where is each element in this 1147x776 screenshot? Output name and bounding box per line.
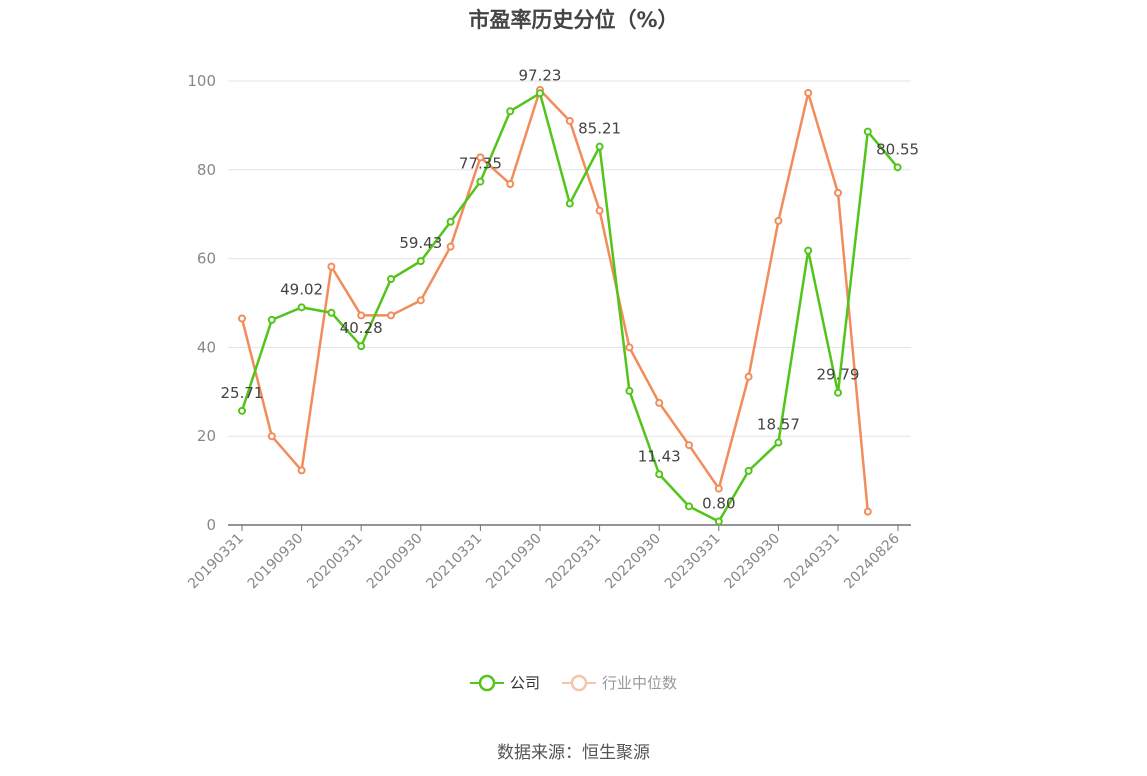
data-label: 0.80 (702, 494, 735, 512)
data-label: 80.55 (876, 140, 919, 158)
data-label: 18.57 (757, 416, 800, 434)
data-point (834, 188, 842, 197)
data-point (536, 89, 544, 98)
data-label: 77.35 (459, 155, 502, 173)
data-point (387, 311, 395, 320)
data-label: 85.21 (578, 120, 621, 138)
grid-lines (228, 80, 911, 437)
data-point (804, 246, 813, 255)
series-line (240, 88, 870, 512)
x-tick-label: 20220331 (543, 531, 605, 593)
data-point (506, 180, 515, 189)
data-label: 25.71 (221, 384, 264, 402)
data-point (446, 217, 455, 226)
x-tick-label: 20220930 (602, 531, 664, 593)
data-point (416, 257, 425, 266)
legend-item-industry[interactable]: 行业中位数 (562, 672, 677, 693)
x-tick-label: 20200930 (364, 531, 426, 593)
y-tick-label: 0 (206, 516, 216, 534)
x-tick-label: 20230930 (722, 531, 784, 593)
data-point (744, 466, 753, 475)
data-point (416, 296, 425, 305)
legend: 公司 行业中位数 (0, 672, 1147, 693)
data-label: 40.28 (340, 319, 383, 337)
series-industry (238, 85, 872, 516)
data-point (565, 116, 574, 125)
data-point (595, 142, 604, 151)
x-tick-label: 20240331 (781, 531, 843, 593)
y-axis-ticks: 0 20 40 60 80 100 (187, 72, 216, 534)
x-axis: 2019033120190930202003312020093020210331… (185, 524, 911, 593)
data-point (685, 502, 693, 511)
legend-line-circle-icon (562, 674, 596, 691)
data-point (863, 507, 872, 516)
data-label: 97.23 (519, 66, 562, 84)
data-point (357, 342, 366, 351)
x-tick-label: 20210331 (424, 531, 486, 593)
data-point (357, 311, 366, 320)
legend-label-industry: 行业中位数 (602, 674, 678, 692)
legend-item-company[interactable]: 公司 (469, 672, 540, 693)
data-point (387, 275, 395, 284)
legend-line-circle-icon (469, 674, 504, 691)
data-point (685, 441, 693, 450)
data-label: 59.43 (399, 234, 442, 252)
x-tick-label: 20190930 (245, 531, 307, 593)
data-label: 49.02 (280, 280, 323, 298)
data-label: 29.79 (817, 366, 860, 384)
data-point (238, 406, 246, 415)
data-point (267, 432, 276, 441)
data-labels: 25.71 49.02 40.28 59.43 77.35 97.23 85.21 11.43… (221, 66, 920, 512)
data-point (506, 107, 515, 116)
data-point (565, 199, 574, 208)
data-point (893, 163, 902, 172)
data-point (327, 262, 336, 271)
x-tick-label: 20200331 (304, 531, 366, 593)
chart-title: 市盈率历史分位（%） (468, 8, 679, 32)
data-point (625, 386, 634, 395)
legend-label-company: 公司 (509, 674, 540, 692)
data-point (863, 127, 872, 136)
data-point (476, 177, 485, 186)
data-point (625, 343, 634, 352)
x-tick-label: 20190331 (185, 531, 247, 593)
x-tick-label: 20210930 (483, 531, 545, 593)
y-tick-label: 20 (197, 427, 216, 445)
data-point (804, 88, 813, 97)
data-point (744, 372, 753, 381)
data-label: 11.43 (638, 447, 681, 465)
y-tick-label: 100 (187, 72, 216, 90)
x-tick-label: 20230331 (662, 531, 724, 593)
data-point (267, 315, 276, 324)
y-tick-label: 40 (197, 338, 216, 356)
data-point (774, 438, 783, 447)
data-point (834, 388, 842, 397)
data-point (655, 470, 664, 479)
y-tick-label: 80 (197, 161, 216, 179)
data-point (714, 517, 723, 526)
x-tick-label: 20240826 (841, 530, 903, 592)
data-point (714, 484, 723, 493)
data-point (327, 308, 336, 317)
series-company (238, 89, 902, 526)
data-point (297, 303, 306, 312)
series-line (240, 92, 899, 523)
data-point (476, 153, 485, 162)
data-point (595, 206, 604, 215)
data-source: 数据来源：恒生聚源 (497, 743, 650, 763)
y-tick-label: 60 (197, 250, 216, 268)
data-point (774, 216, 783, 225)
data-point (297, 466, 306, 475)
data-point (446, 242, 455, 251)
data-point (238, 314, 246, 323)
data-point (655, 398, 664, 407)
